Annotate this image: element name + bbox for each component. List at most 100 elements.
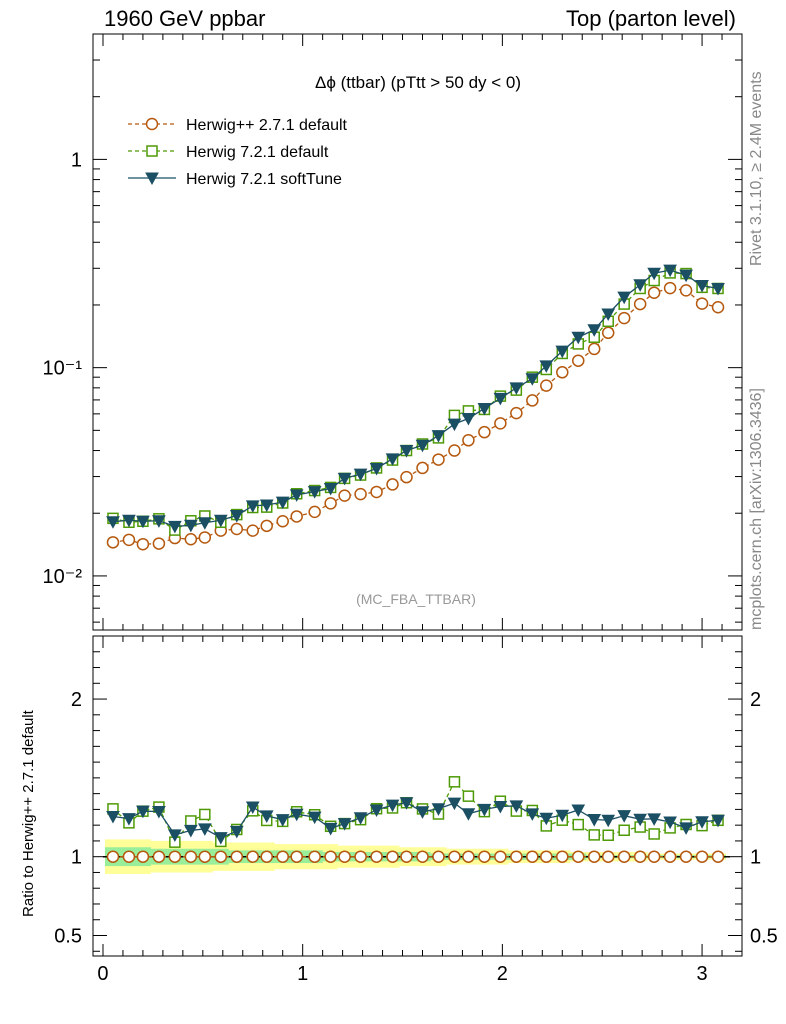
series-3-ratio-point: [245, 801, 260, 815]
series-3-line: [112, 269, 719, 528]
series-3-point: [679, 269, 693, 283]
ratio-y-tick-label-right: 1: [750, 847, 761, 869]
series-3-point: [695, 280, 709, 293]
series-1-point: [462, 434, 475, 447]
rivet-note: Rivet 3.1.10, ≥ 2.4M events: [748, 71, 765, 266]
series-3-ratio-point: [617, 810, 632, 823]
series-3-point: [136, 515, 150, 529]
legend-label: Herwig++ 2.7.1 default: [186, 117, 348, 134]
series-1-point: [354, 487, 367, 501]
series-3-ratio-point: [663, 816, 677, 830]
series-3-point: [415, 439, 430, 453]
series-3-point: [229, 510, 244, 523]
series-1-ratio-point: [432, 850, 445, 863]
series-3-ratio-point: [415, 806, 430, 819]
series-1-point: [246, 524, 260, 537]
ratio-y-tick-label: 0.5: [54, 926, 82, 948]
series-3-ratio-point: [633, 813, 647, 827]
series-1-ratio-point: [679, 850, 693, 863]
series-1-ratio-point: [400, 850, 413, 863]
series-1-point: [617, 311, 631, 325]
x-tick-label: 2: [497, 963, 508, 985]
series-3-ratio-point: [259, 810, 274, 823]
series-3-ratio-point: [184, 824, 198, 838]
series-3-point: [555, 345, 570, 359]
series-1-ratio-point: [647, 850, 661, 863]
series-1-ratio-point: [601, 850, 615, 863]
series-1-point: [122, 533, 136, 547]
series-1-ratio-point: [214, 850, 228, 863]
series-1-point: [572, 354, 585, 367]
series-1-point: [416, 461, 429, 475]
series-2-ratio-point: [199, 808, 211, 821]
series-1-ratio-point: [478, 850, 491, 863]
series-3-ratio-point: [369, 804, 384, 818]
series-1-ratio-point: [370, 850, 383, 863]
series-3-point: [213, 514, 228, 528]
process-label: Top (parton level): [566, 6, 736, 31]
series-1-point: [184, 533, 198, 546]
series-3-point: [353, 468, 368, 482]
series-3-point: [184, 519, 198, 533]
y-tick-label: 10⁻²: [43, 566, 83, 588]
series-1-point: [152, 537, 166, 550]
series-2-ratio-point: [588, 829, 600, 841]
series-3-ratio-point: [275, 814, 290, 827]
series-1-ratio-point: [617, 850, 631, 863]
series-1-point: [587, 342, 601, 356]
series-1-point: [290, 510, 303, 523]
series-1-ratio-point: [260, 850, 273, 863]
series-1-ratio-point: [152, 850, 166, 863]
series-3-ratio-point: [168, 829, 182, 842]
series-1-point: [711, 301, 725, 314]
series-3-point: [152, 515, 166, 528]
series-3-ratio-point: [136, 805, 150, 819]
series-1-point: [106, 536, 120, 549]
series-3-ratio-point: [509, 800, 524, 813]
series-1-point: [432, 453, 445, 466]
y-tick-label: 1: [71, 149, 82, 171]
series-1-ratio-point: [572, 850, 585, 863]
series-1-point: [478, 425, 491, 439]
series-1-point: [494, 417, 507, 430]
series-2-ratio-point: [448, 776, 461, 788]
series-3-ratio-point: [337, 818, 352, 831]
series-3-ratio-point: [587, 814, 602, 827]
series-1-ratio-point: [168, 850, 182, 863]
series-2-ratio-point: [618, 824, 630, 837]
series-1-ratio-point: [122, 850, 136, 863]
series-3-point: [197, 517, 212, 530]
series-3-ratio-point: [213, 832, 228, 845]
series-1-point: [556, 366, 569, 379]
series-1-ratio-point: [290, 850, 303, 863]
series-1-point: [136, 537, 150, 551]
chart-title: Δϕ (ttbar) (pTtt > 50 dy < 0): [315, 73, 521, 92]
series-3-point: [633, 279, 647, 292]
series-2-ratio-point: [648, 828, 660, 840]
series-2-ratio-point: [572, 818, 585, 831]
series-3-ratio-point: [197, 823, 212, 836]
series-3-ratio-point: [289, 808, 304, 822]
series-1-point: [338, 489, 351, 502]
series-1-ratio-point: [556, 850, 569, 863]
ratio-y-tick-label: 1: [71, 847, 82, 869]
series-1-point: [510, 406, 523, 420]
series-3-ratio-point: [152, 805, 166, 819]
series-3-ratio-point: [539, 812, 554, 826]
series-3-ratio-point: [525, 808, 540, 821]
series-1-point: [663, 281, 677, 295]
series-3-point: [385, 453, 400, 466]
series-3-ratio-point: [601, 814, 616, 828]
series-3-point: [539, 360, 554, 373]
series-1-ratio-point: [136, 850, 150, 863]
series-3-ratio-point: [679, 822, 693, 835]
series-1-ratio-point: [184, 850, 198, 863]
series-3-ratio-point: [122, 813, 136, 826]
series-1-point: [601, 326, 615, 340]
x-tick-label: 3: [696, 963, 707, 985]
series-1-ratio-point: [308, 850, 321, 863]
series-3-point: [587, 324, 602, 337]
series-1-ratio-point: [416, 850, 429, 863]
series-1-ratio-point: [711, 850, 725, 863]
